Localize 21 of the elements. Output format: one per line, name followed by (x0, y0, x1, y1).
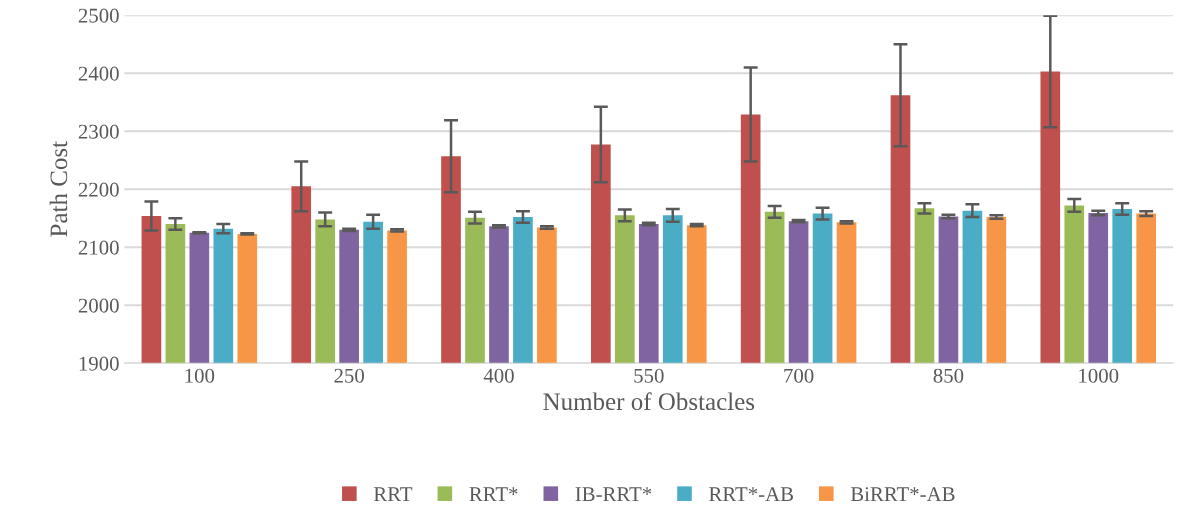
legend-label: IB-RRT* (575, 487, 652, 502)
legend-label: RRT*-AB (709, 487, 793, 502)
y-tick-label: 2500 (78, 8, 119, 23)
y-axis-title: Path Cost (49, 141, 68, 237)
legend-label: RRT (373, 487, 413, 501)
x-tick-label: 550 (634, 368, 664, 383)
legend-label: RRT* (469, 487, 518, 501)
x-tick-label: 1000 (1079, 368, 1119, 383)
x-axis-title: Number of Obstacles (543, 392, 755, 411)
x-tick-label: 250 (334, 368, 364, 383)
y-tick-label: 2100 (78, 240, 119, 255)
x-tick-label: 100 (185, 368, 215, 383)
y-tick-label: 2000 (78, 298, 119, 313)
x-tick-label: 700 (784, 368, 814, 383)
x-tick-label: 850 (933, 368, 964, 383)
y-tick-label: 2200 (78, 182, 119, 197)
legend-label: BiRRT*-AB (850, 487, 955, 502)
y-tick-label: 1900 (79, 356, 119, 371)
x-tick-label: 400 (483, 368, 514, 383)
y-tick-label: 2300 (78, 124, 119, 139)
y-tick-label: 2400 (78, 66, 119, 81)
